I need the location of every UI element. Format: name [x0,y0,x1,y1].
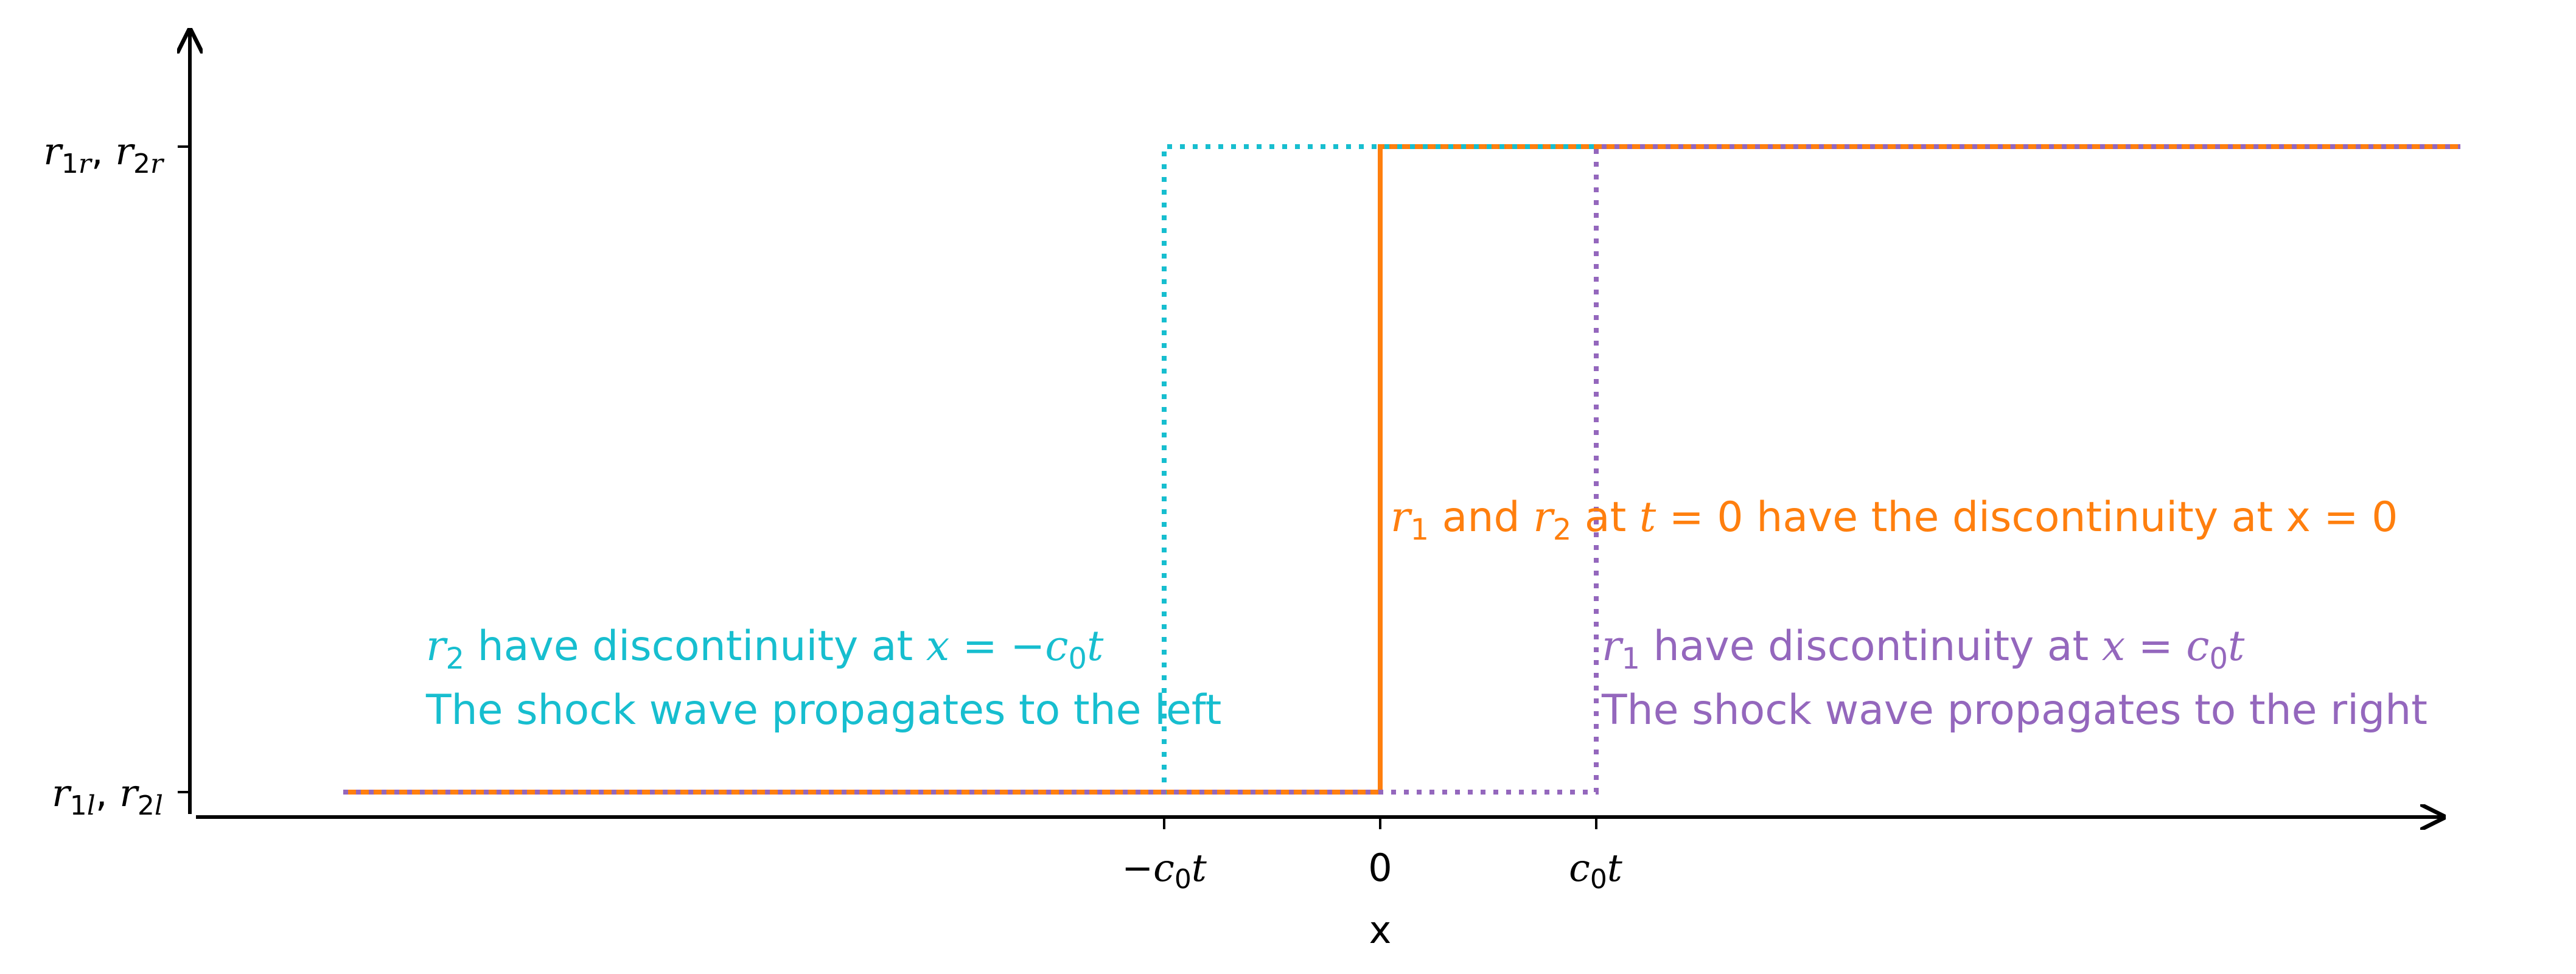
x-tick-label-zero: 0 [1368,846,1392,890]
x-tick-label-pos: c0t [1569,846,1622,895]
annotation-r2-line1: r2 have discontinuity at x = −c0t [426,622,1104,676]
annotation-t0: r1 and r2 at t = 0 have the discontinuit… [1391,493,2398,547]
annotation-r2-line2: The shock wave propagates to the left [425,686,1221,734]
annotation-r1-line2: The shock wave propagates to the right [1601,686,2428,734]
tick-layer [178,145,1597,829]
x-axis-label: x [1369,908,1392,952]
y-tick-label-low: r1l, r2l [52,771,163,821]
y-tick-label-high: r1r, r2r [43,129,165,179]
annotation-r1-line1: r1 have discontinuity at x = c0t [1602,622,2245,676]
series-line-t0 [343,144,2460,795]
series-line-r1 [343,144,2460,795]
x-tick-label-neg: −c0t [1122,846,1207,895]
series-layer [343,144,2460,795]
